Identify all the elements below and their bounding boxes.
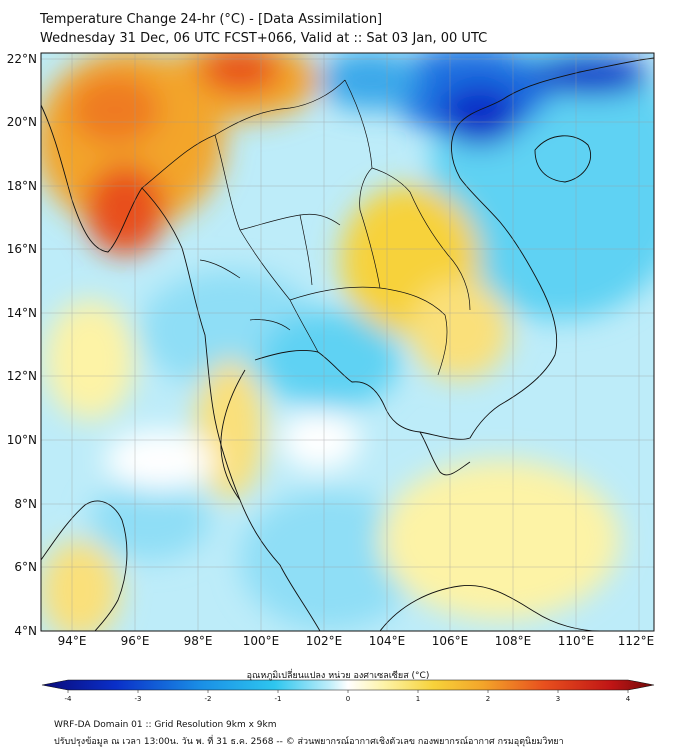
mainland-coastline bbox=[41, 104, 321, 631]
coastline-layer bbox=[41, 57, 654, 631]
gridlines bbox=[41, 53, 654, 631]
lon-label: 104°E bbox=[369, 634, 406, 648]
colorbar-tick: 1 bbox=[416, 695, 420, 703]
south-vietnam-coast bbox=[419, 431, 471, 476]
lat-label: 12°N bbox=[7, 369, 37, 383]
malay-peninsula bbox=[220, 369, 246, 501]
temperature-field bbox=[41, 53, 654, 631]
lat-label: 6°N bbox=[14, 560, 37, 574]
colorbar-tick: 4 bbox=[626, 695, 631, 703]
lat-label: 20°N bbox=[7, 115, 37, 129]
lat-label: 16°N bbox=[7, 242, 37, 256]
lon-label: 96°E bbox=[121, 634, 150, 648]
colorbar-tick: -2 bbox=[205, 695, 212, 703]
colorbar-tick: -3 bbox=[135, 695, 142, 703]
colorbar-title: อุณหภูมิเปลี่ยนแปลง หน่วย องศาเซลเซียส (… bbox=[246, 671, 430, 681]
map-subtitle: Wednesday 31 Dec, 06 UTC FCST+066, Valid… bbox=[40, 31, 488, 46]
sumatra-coast bbox=[41, 500, 128, 631]
lon-label: 100°E bbox=[243, 634, 280, 648]
lon-label: 102°E bbox=[306, 634, 343, 648]
lat-label: 18°N bbox=[7, 179, 37, 193]
hainan-coast bbox=[534, 135, 592, 183]
lon-label: 106°E bbox=[432, 634, 469, 648]
lon-label: 110°E bbox=[558, 634, 595, 648]
colorbar-tick: -1 bbox=[275, 695, 282, 703]
lon-label: 94°E bbox=[58, 634, 87, 648]
borneo-coast bbox=[379, 584, 601, 631]
map-frame bbox=[40, 52, 655, 632]
colorbar-tick: 2 bbox=[486, 695, 490, 703]
lon-axis: 94°E 96°E 98°E 100°E 102°E 104°E 106°E 1… bbox=[58, 634, 655, 648]
colorbar: -4 -3 -2 -1 0 1 2 3 4 bbox=[41, 679, 655, 703]
lon-label: 112°E bbox=[618, 634, 655, 648]
lat-label: 4°N bbox=[14, 624, 37, 638]
lon-label: 108°E bbox=[495, 634, 532, 648]
footer-model-info: WRF-DA Domain 01 :: Grid Resolution 9km … bbox=[54, 720, 277, 730]
internal-borders bbox=[141, 79, 471, 376]
lat-label: 14°N bbox=[7, 306, 37, 320]
lat-label: 8°N bbox=[14, 497, 37, 511]
lat-label: 10°N bbox=[7, 433, 37, 447]
colorbar-tick: 0 bbox=[346, 695, 350, 703]
lat-axis: 22°N 20°N 18°N 16°N 14°N 12°N 10°N 8°N 6… bbox=[7, 52, 37, 638]
gulf-coastline bbox=[254, 57, 654, 440]
lat-label: 22°N bbox=[7, 52, 37, 66]
footer-credits: ปรับปรุงข้อมูล ณ เวลา 13:00น. วัน พ. ที่… bbox=[54, 737, 564, 747]
colorbar-tick: -4 bbox=[65, 695, 73, 703]
colorbar-tick: 3 bbox=[556, 695, 560, 703]
map-title: Temperature Change 24-hr (°C) - [Data As… bbox=[40, 12, 383, 27]
lon-label: 98°E bbox=[184, 634, 213, 648]
